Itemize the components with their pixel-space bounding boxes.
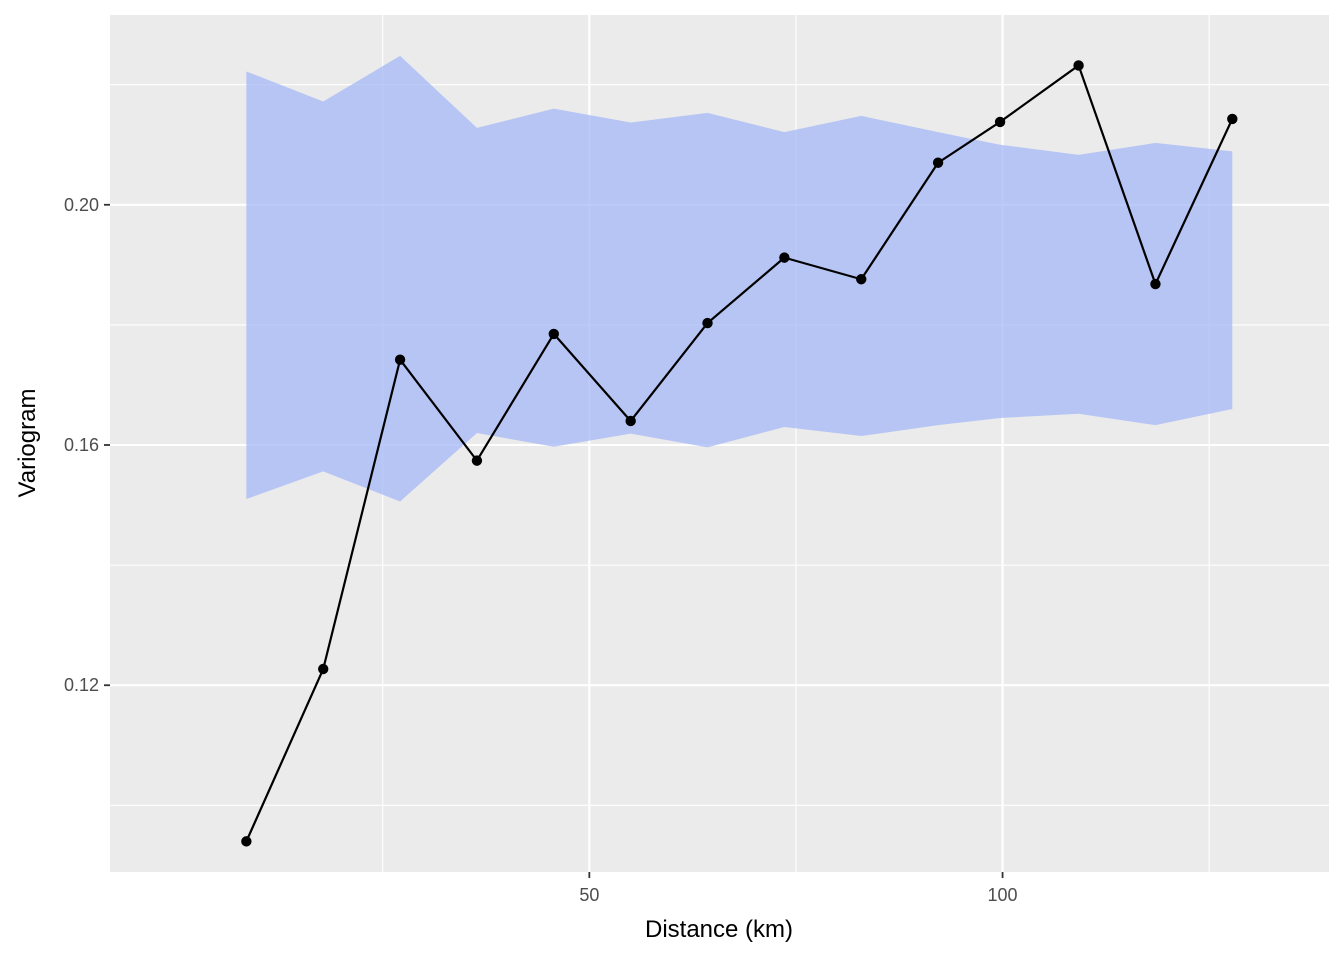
data-point — [625, 415, 636, 427]
variogram-line — [245, 64, 1234, 842]
y-axis-title: Variogram — [14, 389, 41, 498]
data-point — [548, 328, 559, 340]
data-point — [471, 455, 483, 466]
x-axis-title: Distance (km) — [645, 916, 793, 943]
envelope-band-area — [246, 55, 1233, 502]
y-axis: 0.12 0.16 0.20 — [64, 195, 110, 695]
data-point — [932, 157, 944, 168]
data-point — [241, 836, 252, 847]
variogram-points — [241, 60, 1238, 847]
envelope-band — [246, 55, 1233, 502]
data-point — [779, 252, 790, 263]
series-line — [245, 64, 1234, 842]
x-axis: 50 100 — [579, 872, 1018, 905]
x-tick-label: 50 — [579, 885, 599, 905]
x-tick-label: 100 — [988, 885, 1018, 905]
data-point — [394, 354, 406, 365]
data-point — [318, 663, 329, 675]
data-point — [1150, 278, 1161, 290]
y-tick-label: 0.12 — [64, 675, 99, 695]
y-tick-label: 0.16 — [64, 435, 99, 455]
data-point — [1227, 113, 1238, 125]
data-point — [856, 274, 867, 285]
data-point — [702, 317, 713, 329]
y-tick-label: 0.20 — [64, 195, 99, 215]
data-point — [1073, 60, 1084, 71]
data-point — [994, 116, 1006, 128]
